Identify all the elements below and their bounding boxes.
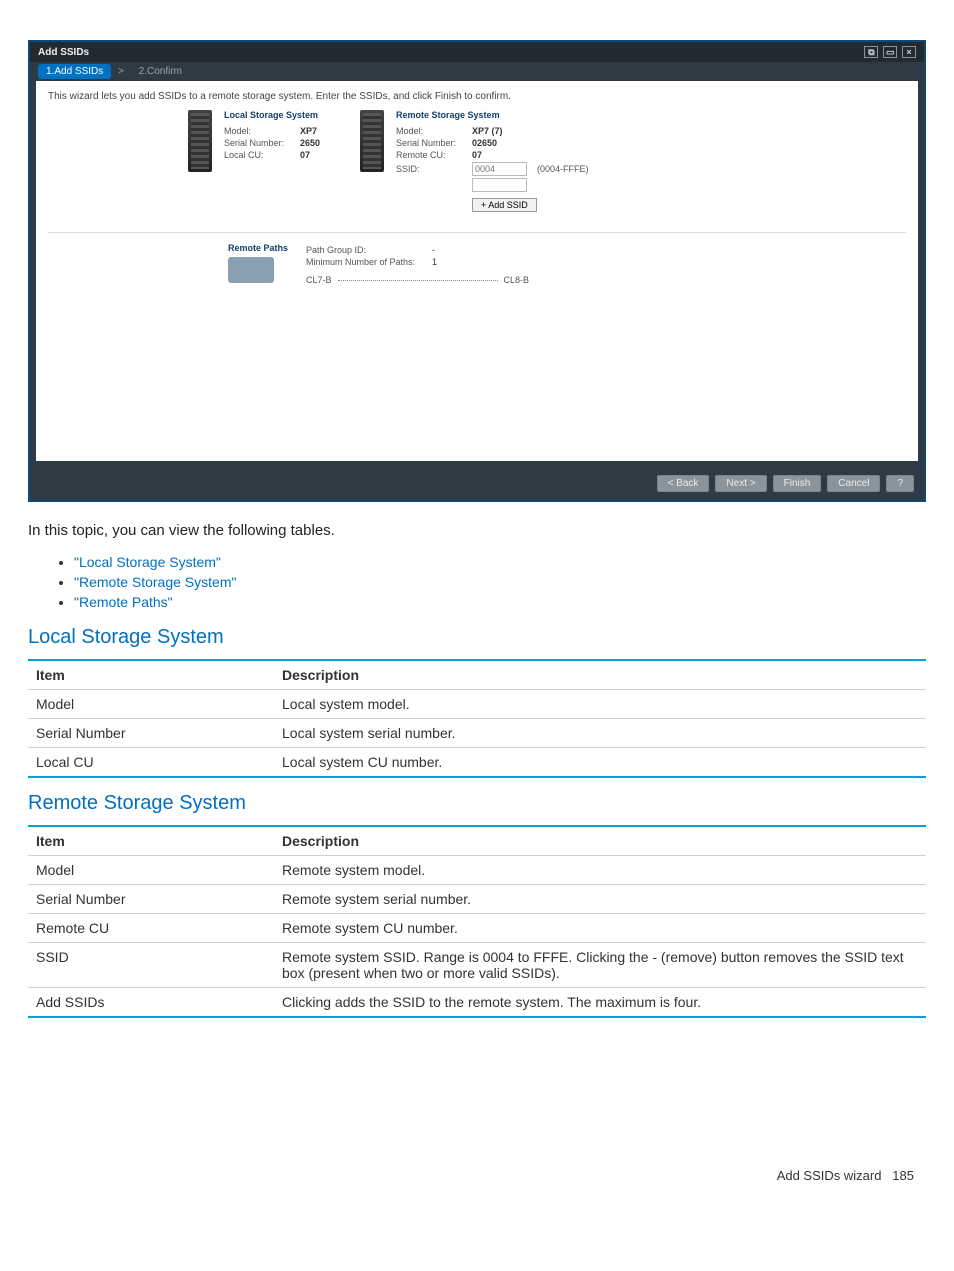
back-button[interactable]: < Back [657,475,710,492]
table-row: ModelLocal system model. [28,690,926,719]
wizard-window: Add SSIDs ⧉ ▭ × 1.Add SSIDs > 2.Confirm … [28,40,926,502]
port-remote: CL8-B [504,275,530,285]
paths-header: Remote Paths [228,243,288,253]
cell-item: SSID [28,943,274,988]
wizard-intro: This wizard lets you add SSIDs to a remo… [48,91,906,102]
remote-ssid-k: SSID: [396,164,466,174]
add-ssid-button[interactable]: + Add SSID [472,198,537,212]
cell-item: Add SSIDs [28,988,274,1018]
remote-serial-v: 02650 [472,138,497,148]
list-item: "Remote Storage System" [74,574,926,590]
local-cu-v: 07 [300,150,310,160]
minpaths-v: 1 [432,257,437,267]
cell-item: Model [28,856,274,885]
intro-text: In this topic, you can view the followin… [28,522,926,539]
cell-item: Model [28,690,274,719]
rack-icon [360,110,384,172]
footer-page: 185 [892,1168,914,1183]
table-row: SSIDRemote system SSID. Range is 0004 to… [28,943,926,988]
minpaths-k: Minimum Number of Paths: [306,257,426,267]
cell-desc: Local system model. [274,690,926,719]
cell-item: Serial Number [28,885,274,914]
remote-cu-k: Remote CU: [396,150,466,160]
heading-local: Local Storage System [28,626,926,649]
finish-button[interactable]: Finish [773,475,822,492]
local-header: Local Storage System [224,110,320,120]
table-row: Local CULocal system CU number. [28,748,926,778]
table-remote: Item Description ModelRemote system mode… [28,825,926,1018]
cell-item: Remote CU [28,914,274,943]
remote-header: Remote Storage System [396,110,589,120]
restore-icon[interactable]: ⧉ [864,46,878,58]
toc-list: "Local Storage System" "Remote Storage S… [28,554,926,610]
local-serial-k: Serial Number: [224,138,294,148]
local-system-block: Local Storage System Model: XP7 Serial Nu… [188,110,320,214]
toc-local[interactable]: "Local Storage System" [74,554,221,570]
ssid-input[interactable] [472,162,527,176]
pgid-k: Path Group ID: [306,245,426,255]
footer-label: Add SSIDs wizard [777,1168,882,1183]
col-desc: Description [274,826,926,856]
table-local: Item Description ModelLocal system model… [28,659,926,778]
toc-paths[interactable]: "Remote Paths" [74,594,173,610]
port-local: CL7-B [306,275,332,285]
window-buttons: ⧉ ▭ × [862,46,916,58]
breadcrumb-sep: > [118,66,124,77]
col-item: Item [28,826,274,856]
local-model-k: Model: [224,126,294,136]
local-cu-k: Local CU: [224,150,294,160]
path-line [338,280,498,281]
help-button[interactable]: ? [886,475,914,492]
wizard-footer: < Back Next > Finish Cancel ? [30,467,924,500]
remote-system-block: Remote Storage System Model: XP7 (7) Seri… [360,110,589,214]
toc-remote[interactable]: "Remote Storage System" [74,574,236,590]
heading-remote: Remote Storage System [28,792,926,815]
table-row: ModelRemote system model. [28,856,926,885]
table-row: Serial NumberRemote system serial number… [28,885,926,914]
table-row: Remote CURemote system CU number. [28,914,926,943]
ssid-input-2[interactable] [472,178,527,192]
remote-paths-block: Remote Paths Path Group ID:- Minimum Num… [48,232,906,285]
local-model-v: XP7 [300,126,317,136]
wizard-title: Add SSIDs [38,47,89,58]
breadcrumb-step1[interactable]: 1.Add SSIDs [38,64,111,79]
cell-item: Serial Number [28,719,274,748]
wizard-breadcrumb: 1.Add SSIDs > 2.Confirm [30,62,924,81]
close-icon[interactable]: × [902,46,916,58]
wizard-body: This wizard lets you add SSIDs to a remo… [36,81,918,461]
cell-desc: Local system serial number. [274,719,926,748]
pgid-v: - [432,245,435,255]
maximize-icon[interactable]: ▭ [883,46,897,58]
table-row: Add SSIDsClicking adds the SSID to the r… [28,988,926,1018]
remote-model-k: Model: [396,126,466,136]
cell-desc: Clicking adds the SSID to the remote sys… [274,988,926,1018]
table-row: Serial NumberLocal system serial number. [28,719,926,748]
cell-desc: Remote system CU number. [274,914,926,943]
cell-desc: Remote system model. [274,856,926,885]
list-item: "Local Storage System" [74,554,926,570]
col-desc: Description [274,660,926,690]
local-serial-v: 2650 [300,138,320,148]
cell-desc: Remote system serial number. [274,885,926,914]
remote-serial-k: Serial Number: [396,138,466,148]
breadcrumb-step2[interactable]: 2.Confirm [131,64,190,79]
cell-item: Local CU [28,748,274,778]
col-item: Item [28,660,274,690]
cell-desc: Local system CU number. [274,748,926,778]
ssid-hint: (0004-FFFE) [537,164,589,174]
wizard-titlebar: Add SSIDs ⧉ ▭ × [30,42,924,62]
cell-desc: Remote system SSID. Range is 0004 to FFF… [274,943,926,988]
page-footer: Add SSIDs wizard 185 [28,1168,926,1183]
remote-model-v: XP7 (7) [472,126,503,136]
ports-icon [228,257,274,283]
next-button[interactable]: Next > [715,475,766,492]
remote-cu-v: 07 [472,150,482,160]
cancel-button[interactable]: Cancel [827,475,880,492]
list-item: "Remote Paths" [74,594,926,610]
rack-icon [188,110,212,172]
